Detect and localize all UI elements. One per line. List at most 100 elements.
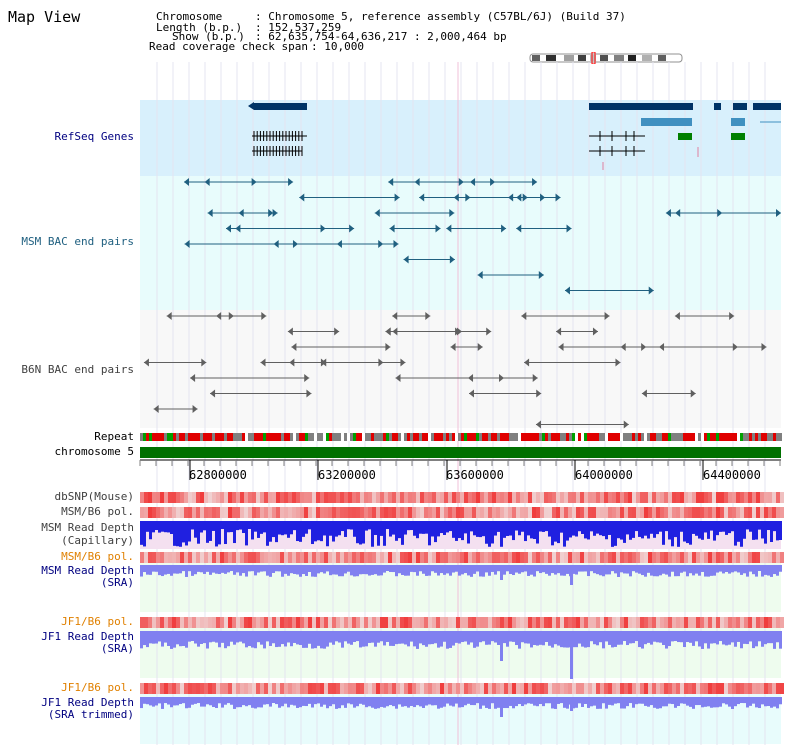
pol-band-cell xyxy=(176,492,180,503)
track-label-msm-bac[interactable]: MSM BAC end pairs xyxy=(21,235,134,248)
pol-band-cell xyxy=(504,507,508,518)
pol-band-cell xyxy=(248,683,252,694)
pol-band-cell xyxy=(720,552,724,563)
track-label-msm-b6-pol-2[interactable]: MSM/B6 pol. xyxy=(61,550,134,563)
depth-bar xyxy=(686,521,689,544)
repeat-segment xyxy=(386,433,389,441)
depth-bar xyxy=(272,697,275,704)
depth-bar xyxy=(389,697,392,706)
pol-band-cell xyxy=(672,683,676,694)
depth-bar xyxy=(239,521,242,530)
chromosome-ideogram[interactable] xyxy=(528,52,688,64)
depth-bar xyxy=(587,697,590,708)
track-label-jf1-depth-trim-1[interactable]: JF1 Read Depth xyxy=(41,696,134,709)
depth-bar xyxy=(614,565,617,574)
depth-bar xyxy=(719,565,722,572)
pol-band-cell xyxy=(364,492,368,503)
pol-band-cell xyxy=(296,552,300,563)
repeat-segment xyxy=(350,433,353,441)
track-label-jf1-b6-pol-1[interactable]: JF1/B6 pol. xyxy=(61,615,134,628)
pol-band-cell xyxy=(612,683,616,694)
bac-end-marker xyxy=(395,374,401,382)
depth-bar xyxy=(764,631,767,645)
track-label-msm-depth-sra-1[interactable]: MSM Read Depth xyxy=(41,564,134,577)
repeat-segment xyxy=(674,433,677,441)
pol-band-cell xyxy=(216,552,220,563)
depth-bar xyxy=(191,631,194,642)
track-label-msm-depth-cap-1[interactable]: MSM Read Depth xyxy=(41,521,134,534)
track-label-chromosome[interactable]: chromosome 5 xyxy=(54,445,134,458)
depth-bar xyxy=(566,631,569,648)
pol-band-cell xyxy=(536,492,540,503)
track-label-refseq[interactable]: RefSeq Genes xyxy=(54,130,134,143)
depth-bar xyxy=(581,565,584,572)
repeat-segment xyxy=(149,433,152,441)
depth-bar xyxy=(659,631,662,643)
pol-band-cell xyxy=(504,552,508,563)
pol-band-cell xyxy=(644,683,648,694)
repeat-segment xyxy=(689,433,692,441)
depth-bar xyxy=(779,631,782,649)
depth-bar xyxy=(182,631,185,646)
pol-band-cell xyxy=(460,507,464,518)
pol-band-cell xyxy=(204,683,208,694)
pol-band-cell xyxy=(776,617,780,628)
repeat-segment xyxy=(740,433,743,441)
show-key: Show (b.p.) xyxy=(172,30,245,43)
depth-bar xyxy=(647,697,650,707)
repeat-segment xyxy=(482,433,485,441)
bac-end-marker xyxy=(403,255,409,264)
depth-bar xyxy=(461,631,464,643)
pol-band-cell xyxy=(368,552,372,563)
pol-band-cell xyxy=(252,552,256,563)
depth-bar xyxy=(518,521,521,536)
repeat-segment xyxy=(230,433,233,441)
depth-bar xyxy=(476,697,479,704)
depth-bar xyxy=(467,521,470,544)
pol-band-cell xyxy=(248,492,252,503)
pol-band-cell xyxy=(276,683,280,694)
pol-band-cell xyxy=(428,492,432,503)
repeat-segment xyxy=(293,433,296,441)
depth-bar xyxy=(338,565,341,577)
depth-bar xyxy=(425,631,428,647)
bac-end-marker xyxy=(349,224,355,233)
pol-band-cell xyxy=(720,683,724,694)
pol-band-cell xyxy=(516,617,520,628)
depth-bar xyxy=(296,565,299,575)
pol-band-cell xyxy=(780,492,784,503)
track-label-dbsnp[interactable]: dbSNP(Mouse) xyxy=(54,490,134,503)
depth-bar xyxy=(458,565,461,576)
bac-end-marker xyxy=(425,312,431,320)
pol-band-cell xyxy=(600,617,604,628)
pol-band-cell xyxy=(268,507,272,518)
depth-bar xyxy=(734,697,737,707)
bac-end-marker xyxy=(521,312,527,320)
depth-bar xyxy=(731,631,734,643)
depth-bar xyxy=(584,565,587,572)
pol-band-cell xyxy=(464,617,468,628)
bac-end-marker xyxy=(477,271,483,279)
page-title: Map View xyxy=(8,8,81,26)
pol-band-cell xyxy=(520,492,524,503)
track-label-jf1-b6-pol-2[interactable]: JF1/B6 pol. xyxy=(61,681,134,694)
pol-band-cell xyxy=(656,683,660,694)
track-label-repeat[interactable]: Repeat xyxy=(94,430,134,443)
pol-band-cell xyxy=(712,683,716,694)
pol-band-cell xyxy=(252,507,256,518)
depth-bar xyxy=(404,521,407,535)
pol-band-cell xyxy=(536,683,540,694)
depth-bar xyxy=(431,521,434,537)
track-label-b6n-bac[interactable]: B6N BAC end pairs xyxy=(21,363,134,376)
track-label-jf1-depth-1[interactable]: JF1 Read Depth xyxy=(41,630,134,643)
depth-bar xyxy=(185,697,188,709)
depth-bar xyxy=(491,521,494,544)
depth-bar xyxy=(362,565,365,575)
pol-band-cell xyxy=(260,552,264,563)
pol-band-cell xyxy=(296,492,300,503)
pol-band-cell xyxy=(148,492,152,503)
pol-band-cell xyxy=(460,617,464,628)
track-label-msm-b6-pol-1[interactable]: MSM/B6 pol. xyxy=(61,505,134,518)
depth-bar xyxy=(209,697,212,706)
